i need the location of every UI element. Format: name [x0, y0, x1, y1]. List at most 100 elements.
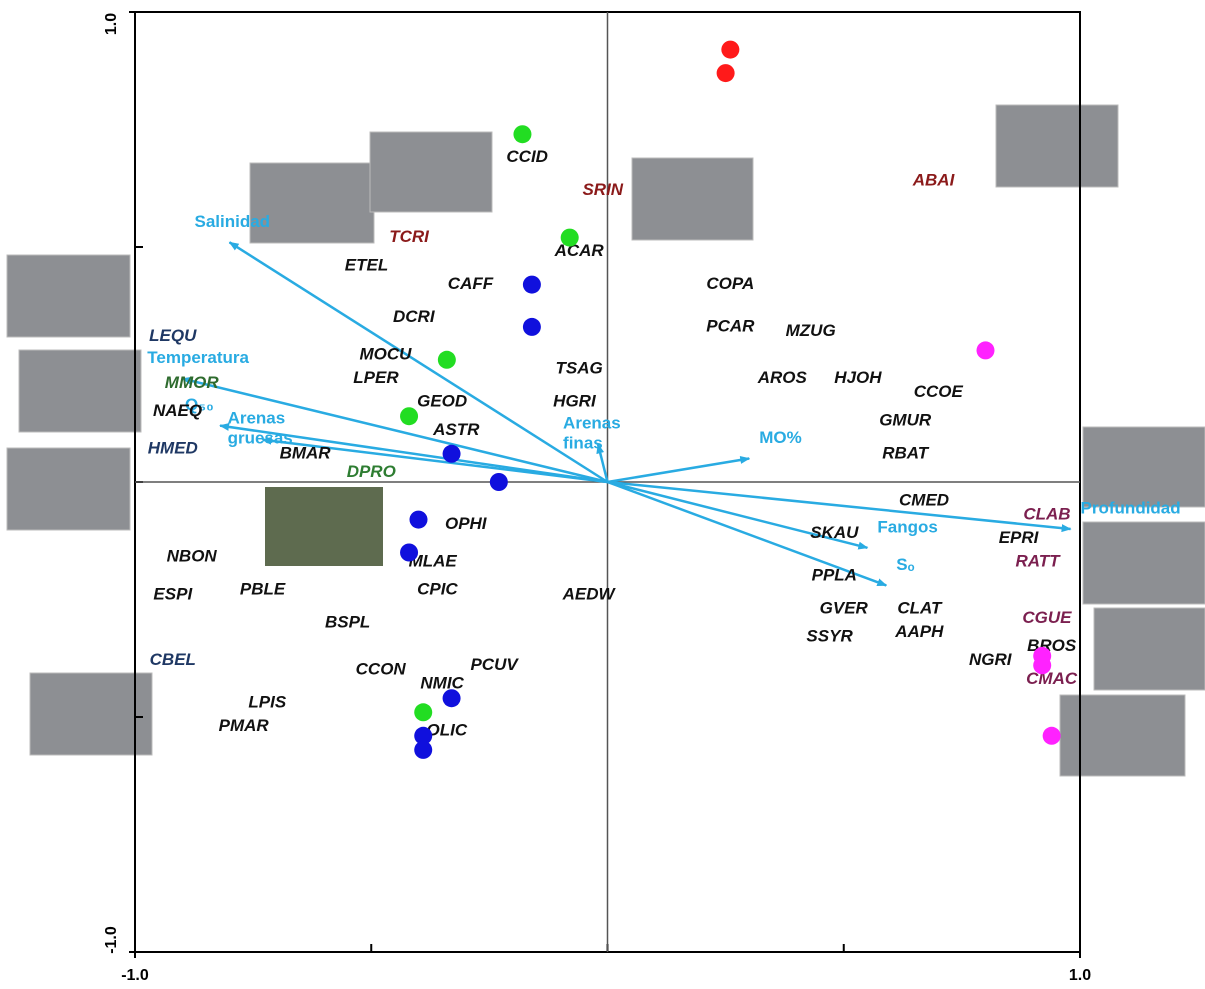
- species-label: HJOH: [834, 368, 882, 387]
- species-label: PCUV: [470, 655, 519, 674]
- point: [442, 689, 461, 708]
- y-tick-label: -1.0: [103, 926, 120, 954]
- species-label: CPIC: [417, 580, 458, 599]
- point: [437, 350, 456, 369]
- arrow: [607, 480, 1072, 533]
- species-label: SSYR: [806, 627, 853, 646]
- species-label: NAEQ: [153, 401, 202, 420]
- species-label: BSPL: [325, 612, 370, 631]
- species-label: GVER: [820, 598, 869, 617]
- photo: [369, 131, 493, 213]
- species-label: PPLA: [812, 565, 857, 584]
- species-label: HGRI: [553, 392, 597, 411]
- species-label: CLAB: [1023, 504, 1070, 523]
- species-label: ESPI: [153, 584, 193, 603]
- species-label: ASTR: [432, 420, 480, 439]
- photo: [6, 447, 131, 531]
- species-label: CMAC: [1026, 669, 1078, 688]
- species-label: BMAR: [280, 443, 332, 462]
- photo: [18, 349, 142, 433]
- photo: [29, 672, 153, 756]
- point: [976, 341, 995, 360]
- point: [414, 740, 433, 759]
- photo: [631, 157, 754, 241]
- species-label: LEQU: [149, 326, 197, 345]
- point: [513, 125, 532, 144]
- photo: [1059, 694, 1186, 777]
- point: [489, 473, 508, 491]
- arrow: [607, 480, 869, 550]
- species-label: PBLE: [240, 580, 286, 599]
- arrow: [596, 443, 609, 483]
- arrow: [607, 480, 888, 587]
- photo: [6, 254, 131, 338]
- species-label: NGRI: [969, 650, 1013, 669]
- species-label: LPIS: [248, 692, 286, 711]
- arrow: [607, 456, 751, 484]
- point: [1033, 656, 1052, 675]
- arrow-label: Q₅₀: [185, 395, 214, 414]
- arrow: [181, 376, 608, 484]
- arrow: [228, 241, 609, 484]
- species-label: RBAT: [882, 443, 930, 462]
- species-label: CBEL: [150, 650, 196, 669]
- species-label: MOCU: [359, 345, 412, 364]
- arrow-label: Sₒ: [896, 555, 914, 574]
- species-label: SKAU: [810, 523, 859, 542]
- species-label: PCAR: [706, 316, 755, 335]
- species-label: CCON: [356, 659, 407, 678]
- species-label: ACAR: [554, 241, 605, 260]
- species-label: MLAE: [409, 551, 458, 570]
- point: [409, 510, 428, 529]
- species-label: CAFF: [448, 274, 494, 293]
- species-label: NMIC: [420, 674, 464, 693]
- x-tick-label: -1.0: [121, 967, 149, 984]
- species-label: GMUR: [879, 410, 932, 429]
- species-label: AEDW: [562, 584, 617, 603]
- species-label: AAPH: [894, 622, 944, 641]
- species-label: RATT: [1015, 551, 1061, 570]
- species-label: MZUG: [786, 321, 836, 340]
- arrow-label: Arenas finas: [563, 414, 621, 453]
- arrow: [219, 422, 608, 484]
- photo: [1082, 426, 1205, 508]
- species-label: TSAG: [556, 359, 603, 378]
- point: [721, 40, 740, 59]
- point: [414, 726, 433, 745]
- species-label: CCOE: [914, 382, 964, 401]
- species-label: LPER: [353, 368, 399, 387]
- species-label: ETEL: [345, 255, 388, 274]
- species-label: COPA: [706, 274, 754, 293]
- photo: [1093, 607, 1205, 691]
- photo: [1082, 521, 1205, 605]
- species-label: MMOR: [165, 373, 220, 392]
- species-label: NBON: [167, 547, 218, 566]
- species-label: OLIC: [427, 721, 468, 740]
- point: [716, 64, 735, 83]
- point: [1042, 726, 1061, 745]
- species-label: EPRI: [999, 528, 1040, 547]
- point: [442, 444, 461, 463]
- point: [400, 543, 419, 562]
- arrow: [261, 436, 608, 484]
- point: [414, 703, 433, 722]
- photo: [265, 487, 383, 566]
- species-label: AROS: [757, 368, 808, 387]
- species-label: PMAR: [219, 716, 270, 735]
- point: [522, 275, 541, 294]
- species-label: OPHI: [445, 514, 488, 533]
- species-label: CGUE: [1022, 608, 1072, 627]
- x-tick-label: 1.0: [1069, 967, 1091, 984]
- y-tick-label: 1.0: [103, 13, 120, 35]
- species-label: SRIN: [582, 180, 623, 199]
- point: [560, 228, 579, 247]
- species-label: CCID: [506, 147, 548, 166]
- arrow-label: Fangos: [877, 517, 937, 536]
- arrow-label: MO%: [759, 428, 802, 447]
- species-label: HMED: [148, 439, 198, 458]
- species-label: CLAT: [897, 598, 943, 617]
- species-label: TCRI: [389, 227, 430, 246]
- arrow-label: Arenas gruesas: [228, 409, 293, 448]
- arrow-label: Profundidad: [1081, 498, 1181, 517]
